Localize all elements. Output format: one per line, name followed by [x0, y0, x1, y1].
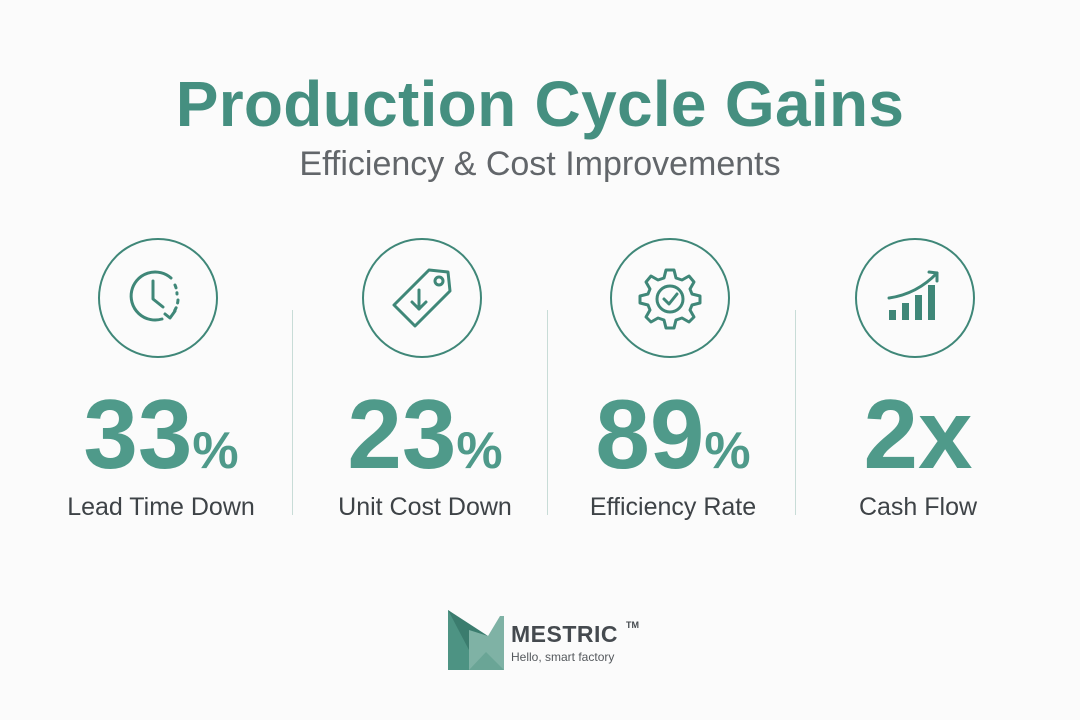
trademark-mark: TM: [626, 620, 639, 630]
stat-efficiency: 89% Efficiency Rate: [548, 238, 798, 528]
stat-value: 33%: [83, 379, 239, 489]
stat-label: Lead Time Down: [67, 493, 255, 521]
stat-value: 2x: [863, 379, 973, 489]
brand-tagline: Hello, smart factory: [511, 650, 615, 664]
page-title: Production Cycle Gains: [175, 68, 905, 140]
stat-label: Cash Flow: [858, 493, 978, 521]
divider: [547, 310, 548, 515]
divider: [292, 310, 293, 515]
stat-value: 23%: [347, 379, 503, 489]
stat-unit-cost: 23% Unit Cost Down: [300, 238, 550, 528]
stat-label: Unit Cost Down: [338, 493, 512, 521]
growth-chart-icon: [855, 238, 975, 358]
divider: [795, 310, 796, 515]
stat-value: 89%: [595, 379, 751, 489]
page-subtitle: Efficiency & Cost Improvements: [299, 145, 781, 183]
gear-check-icon: [610, 238, 730, 358]
brand-name: MESTRIC: [511, 621, 618, 647]
mestric-logo: [448, 610, 504, 670]
clock-icon: [98, 238, 218, 358]
brand-block: MESTRIC TM Hello, smart factory: [448, 606, 648, 670]
stat-cash-flow: 2x Cash Flow: [793, 238, 1043, 528]
stat-lead-time: 33% Lead Time Down: [36, 238, 286, 528]
price-tag-icon: [362, 238, 482, 358]
stat-label: Efficiency Rate: [589, 493, 757, 521]
